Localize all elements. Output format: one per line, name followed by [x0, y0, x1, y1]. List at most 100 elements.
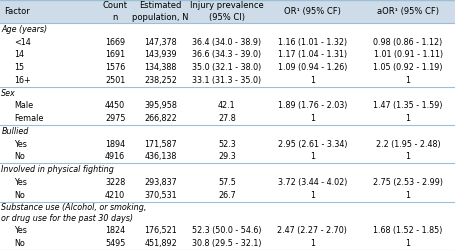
Text: 1576: 1576: [105, 63, 125, 72]
Text: 238,252: 238,252: [144, 76, 177, 85]
Text: 1824: 1824: [105, 226, 125, 235]
Bar: [0, 0, 455, 23]
Text: 30.8 (29.5 - 32.1): 30.8 (29.5 - 32.1): [192, 239, 261, 248]
Text: 29.3: 29.3: [217, 152, 235, 162]
Text: 451,892: 451,892: [144, 239, 177, 248]
Text: aOR¹ (95% CF): aOR¹ (95% CF): [376, 7, 438, 16]
Text: Sex: Sex: [1, 88, 16, 98]
Text: 1: 1: [309, 152, 314, 162]
Text: Substance use (Alcohol, or smoking,
or drug use for the past 30 days): Substance use (Alcohol, or smoking, or d…: [1, 203, 147, 223]
Text: 1: 1: [405, 191, 410, 200]
Text: 1: 1: [405, 114, 410, 123]
Bar: [0, 48, 455, 61]
Text: 171,587: 171,587: [144, 140, 177, 149]
Text: 3228: 3228: [105, 178, 125, 187]
Text: 0.98 (0.86 - 1.12): 0.98 (0.86 - 1.12): [373, 38, 442, 46]
Text: 52.3 (50.0 - 54.6): 52.3 (50.0 - 54.6): [192, 226, 261, 235]
Text: 36.6 (34.3 - 39.0): 36.6 (34.3 - 39.0): [192, 50, 261, 59]
Text: 14: 14: [14, 50, 24, 59]
Text: Yes: Yes: [14, 178, 27, 187]
Bar: [0, 150, 455, 163]
Bar: [0, 100, 455, 112]
Text: 2.2 (1.95 - 2.48): 2.2 (1.95 - 2.48): [375, 140, 440, 149]
Text: 4210: 4210: [105, 191, 125, 200]
Text: Bullied: Bullied: [1, 127, 29, 136]
Text: Factor: Factor: [4, 7, 29, 16]
Text: 134,388: 134,388: [144, 63, 177, 72]
Text: No: No: [14, 152, 25, 162]
Text: Estimated
population, N: Estimated population, N: [132, 2, 188, 21]
Text: 52.3: 52.3: [217, 140, 235, 149]
Bar: [0, 138, 455, 150]
Text: 4450: 4450: [105, 101, 125, 110]
Text: 1669: 1669: [105, 38, 125, 46]
Text: Injury prevalence
(95% CI): Injury prevalence (95% CI): [190, 2, 263, 21]
Bar: [0, 74, 455, 87]
Text: OR¹ (95% CF): OR¹ (95% CF): [283, 7, 340, 16]
Text: 1: 1: [309, 114, 314, 123]
Text: 1.09 (0.94 - 1.26): 1.09 (0.94 - 1.26): [277, 63, 346, 72]
Text: 395,958: 395,958: [144, 101, 177, 110]
Text: 2975: 2975: [105, 114, 125, 123]
Bar: [0, 189, 455, 202]
Text: Age (years): Age (years): [1, 25, 47, 34]
Text: 57.5: 57.5: [217, 178, 235, 187]
Text: 1.17 (1.04 - 1.31): 1.17 (1.04 - 1.31): [277, 50, 346, 59]
Text: 293,837: 293,837: [144, 178, 177, 187]
Bar: [0, 237, 455, 250]
Text: No: No: [14, 239, 25, 248]
Text: Involved in physical fighting: Involved in physical fighting: [1, 165, 114, 174]
Text: 4916: 4916: [105, 152, 125, 162]
Text: 33.1 (31.3 - 35.0): 33.1 (31.3 - 35.0): [192, 76, 261, 85]
Text: 1.01 (0.91 - 1.11): 1.01 (0.91 - 1.11): [373, 50, 442, 59]
Text: 1: 1: [405, 239, 410, 248]
Text: 15: 15: [14, 63, 24, 72]
Text: 2.47 (2.27 - 2.70): 2.47 (2.27 - 2.70): [277, 226, 347, 235]
Bar: [0, 224, 455, 237]
Text: 42.1: 42.1: [217, 101, 235, 110]
Text: No: No: [14, 191, 25, 200]
Text: 1: 1: [405, 76, 410, 85]
Text: 26.7: 26.7: [217, 191, 235, 200]
Text: 16+: 16+: [14, 76, 30, 85]
Bar: [0, 61, 455, 74]
Bar: [0, 163, 455, 176]
Text: 1: 1: [309, 76, 314, 85]
Text: <14: <14: [14, 38, 31, 46]
Text: 5495: 5495: [105, 239, 125, 248]
Text: 1.89 (1.76 - 2.03): 1.89 (1.76 - 2.03): [277, 101, 346, 110]
Text: 1691: 1691: [105, 50, 125, 59]
Bar: [0, 87, 455, 100]
Text: 370,531: 370,531: [144, 191, 177, 200]
Bar: [0, 202, 455, 224]
Bar: [0, 36, 455, 48]
Bar: [0, 125, 455, 138]
Text: 2.95 (2.61 - 3.34): 2.95 (2.61 - 3.34): [277, 140, 346, 149]
Text: 1: 1: [405, 152, 410, 162]
Text: Yes: Yes: [14, 226, 27, 235]
Bar: [0, 176, 455, 189]
Text: 1: 1: [309, 239, 314, 248]
Text: 1: 1: [309, 191, 314, 200]
Text: 1894: 1894: [105, 140, 125, 149]
Text: 143,939: 143,939: [144, 50, 177, 59]
Text: 1.47 (1.35 - 1.59): 1.47 (1.35 - 1.59): [373, 101, 442, 110]
Text: 1.05 (0.92 - 1.19): 1.05 (0.92 - 1.19): [373, 63, 442, 72]
Text: 27.8: 27.8: [217, 114, 235, 123]
Text: 35.0 (32.1 - 38.0): 35.0 (32.1 - 38.0): [192, 63, 261, 72]
Text: 2.75 (2.53 - 2.99): 2.75 (2.53 - 2.99): [372, 178, 442, 187]
Text: 3.72 (3.44 - 4.02): 3.72 (3.44 - 4.02): [277, 178, 346, 187]
Text: 147,378: 147,378: [144, 38, 177, 46]
Text: 1.68 (1.52 - 1.85): 1.68 (1.52 - 1.85): [373, 226, 442, 235]
Text: Male: Male: [14, 101, 33, 110]
Text: 176,521: 176,521: [144, 226, 177, 235]
Text: 266,822: 266,822: [144, 114, 177, 123]
Text: Yes: Yes: [14, 140, 27, 149]
Text: Count
n: Count n: [102, 2, 127, 21]
Text: Female: Female: [14, 114, 43, 123]
Bar: [0, 112, 455, 125]
Text: 36.4 (34.0 - 38.9): 36.4 (34.0 - 38.9): [192, 38, 261, 46]
Text: 2501: 2501: [105, 76, 125, 85]
Bar: [0, 23, 455, 36]
Text: 1.16 (1.01 - 1.32): 1.16 (1.01 - 1.32): [277, 38, 346, 46]
